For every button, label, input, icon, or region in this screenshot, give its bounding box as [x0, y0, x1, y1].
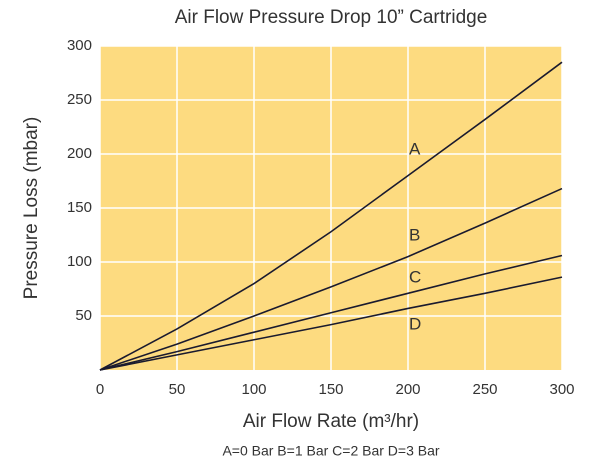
x-tick-label: 0 — [96, 381, 104, 398]
y-tick-label: 300 — [67, 37, 92, 54]
series-line — [99, 276, 563, 371]
y-tick-label: 50 — [75, 307, 92, 324]
y-tick-label: 150 — [67, 199, 92, 216]
y-tick-label: 250 — [67, 91, 92, 108]
series-line — [99, 254, 563, 371]
note: A=0 Bar B=1 Bar C=2 Bar D=3 Bar — [222, 443, 439, 459]
x-tick-label: 100 — [241, 381, 266, 398]
y-axis-label: Pressure Loss (mbar) — [21, 117, 42, 300]
series-label: B — [409, 225, 420, 244]
series-label: A — [409, 139, 421, 158]
x-tick-label: 200 — [395, 381, 420, 398]
y-tick-label: 200 — [67, 145, 92, 162]
x-tick-label: 150 — [318, 381, 343, 398]
x-axis-label: Air Flow Rate (m³/hr) — [243, 411, 419, 432]
chart-title: Air Flow Pressure Drop 10” Cartridge — [175, 7, 488, 28]
series-line — [99, 187, 563, 371]
series-label: C — [409, 267, 421, 286]
x-tick-label: 50 — [169, 381, 186, 398]
x-tick-label: 250 — [472, 381, 497, 398]
series-label: D — [409, 314, 421, 333]
x-tick-label: 300 — [549, 381, 574, 398]
series-line — [99, 61, 563, 371]
y-tick-label: 100 — [67, 253, 92, 270]
